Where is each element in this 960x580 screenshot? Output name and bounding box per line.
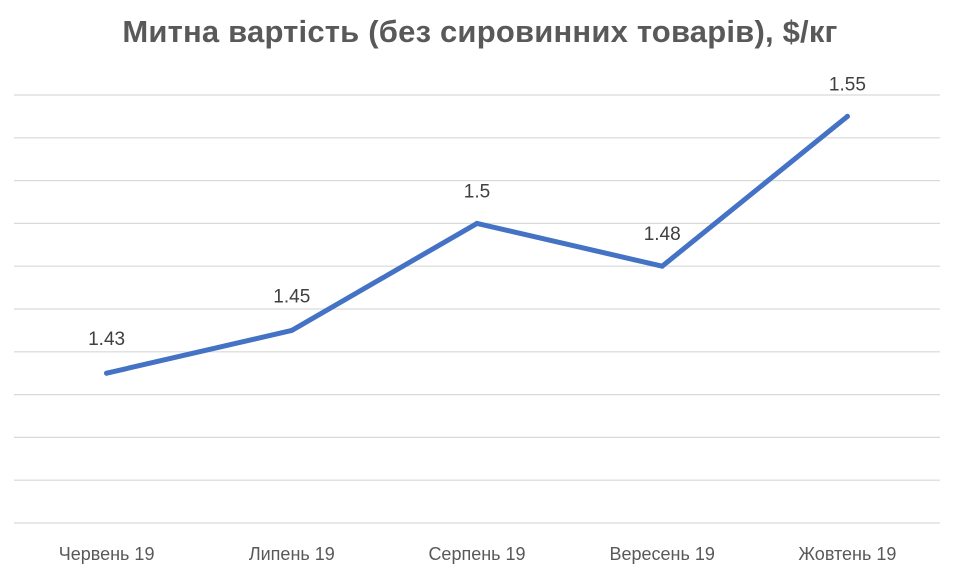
x-tick-label: Червень 19 <box>59 544 155 564</box>
x-tick-label: Жовтень 19 <box>798 544 896 564</box>
data-labels: 1.43 1.45 1.5 1.48 1.55 <box>88 74 866 350</box>
data-label: 1.43 <box>88 329 125 350</box>
data-point <box>289 327 295 333</box>
chart-title: Митна вартість (без сировинних товарів),… <box>122 14 838 49</box>
x-tick-label: Вересень 19 <box>610 544 715 564</box>
x-axis-tick-labels: Червень 19 Липень 19 Серпень 19 Вересень 19… <box>59 544 897 564</box>
data-point <box>844 113 850 119</box>
data-point <box>104 370 110 376</box>
data-label: 1.5 <box>464 181 490 202</box>
data-label: 1.55 <box>829 74 866 95</box>
data-label: 1.48 <box>644 224 681 245</box>
data-point <box>474 220 480 226</box>
series-group <box>104 113 850 376</box>
gridlines <box>14 94 940 524</box>
data-point <box>659 263 665 269</box>
series-line <box>104 113 850 376</box>
x-tick-label: Липень 19 <box>249 544 335 564</box>
data-label: 1.45 <box>273 286 310 307</box>
x-tick-label: Серпень 19 <box>428 544 525 564</box>
